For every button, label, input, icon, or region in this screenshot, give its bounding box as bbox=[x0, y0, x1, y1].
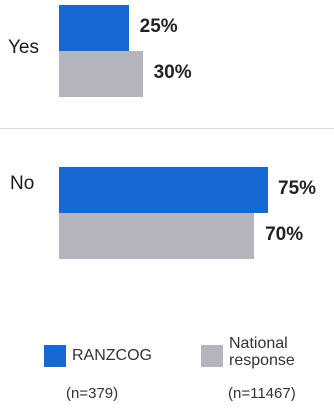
data-label-yes-series-1: 25% bbox=[139, 16, 178, 37]
data-label-yes-series-2: 30% bbox=[153, 62, 192, 83]
bar-yes-series-2 bbox=[59, 51, 143, 97]
legend-label-series-2: National response bbox=[229, 335, 295, 369]
group-divider bbox=[0, 128, 334, 129]
data-label-no-series-2: 70% bbox=[265, 224, 304, 245]
category-label-yes: Yes bbox=[8, 37, 39, 58]
legend-n-series-2: (n=11467) bbox=[228, 385, 296, 402]
legend-n-series-1: (n=379) bbox=[66, 385, 119, 402]
data-label-no-series-1: 75% bbox=[278, 178, 317, 199]
legend-swatch-series-2 bbox=[201, 345, 223, 367]
legend-label-series-1: RANZCOG bbox=[72, 347, 152, 364]
bar-no-series-2 bbox=[59, 213, 255, 259]
bar-no-series-1 bbox=[59, 167, 268, 213]
category-label-no: No bbox=[10, 173, 35, 194]
bar-yes-series-1 bbox=[59, 5, 129, 51]
legend-swatch-series-1 bbox=[44, 345, 66, 367]
